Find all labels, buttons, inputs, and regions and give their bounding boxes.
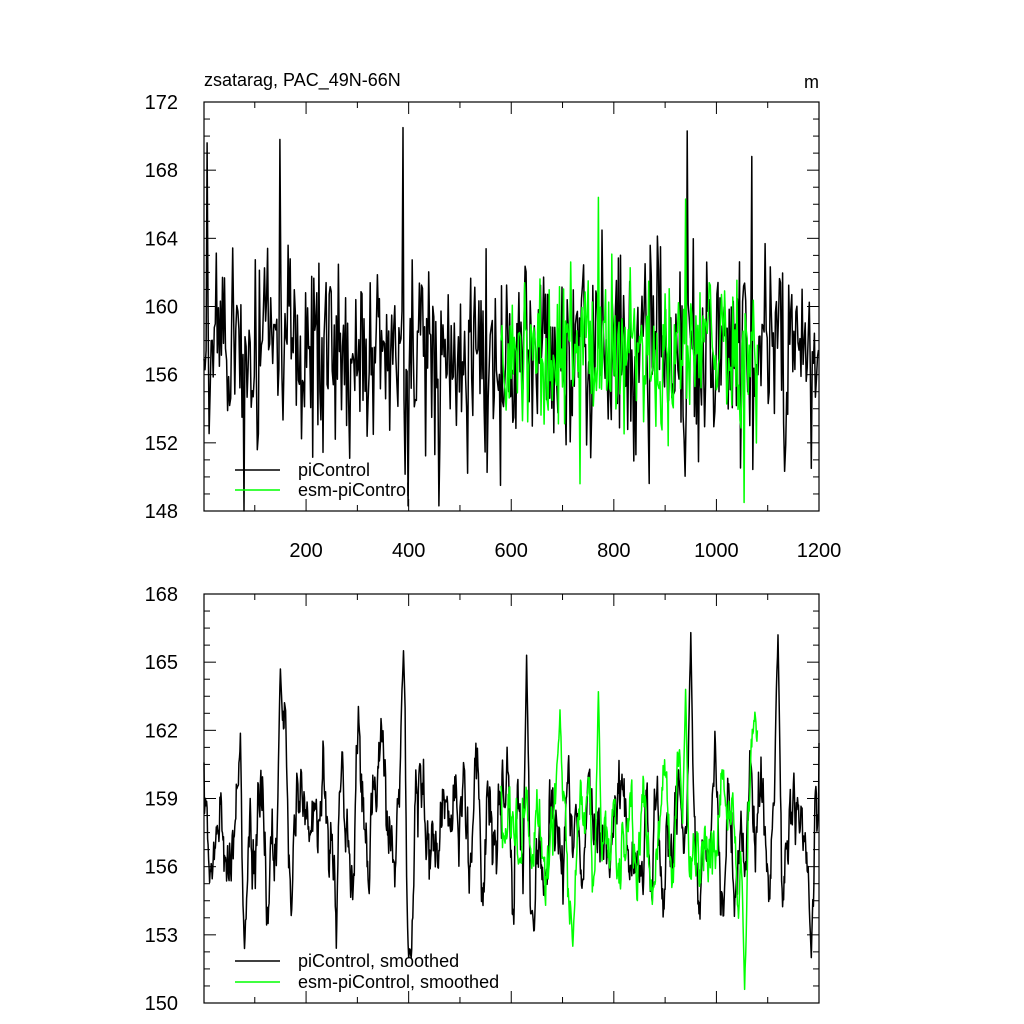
top-y-tick-label: 156 [145,365,178,387]
bottom-series-esm-picontrol-smoothed [500,688,759,991]
bottom-legend: piControl, smoothed esm-piControl, smoot… [235,951,499,992]
top-y-tick-label: 168 [145,160,178,182]
bottom-y-tick-label: 159 [145,789,178,811]
top-panel: 148 152 156 160 164 168 172 200 400 600 800 1000 120… [145,92,842,562]
bottom-panel: 150 153 156 159 162 165 168 piControl, smoothe… [145,584,820,1015]
top-y-tick-label: 172 [145,92,178,114]
top-legend: piControl esm-piControl [235,460,410,500]
chart-title: zsatarag, PAC_49N-66N [204,70,401,91]
top-x-tick-label: 600 [495,540,528,562]
bottom-y-tick-label: 150 [145,993,178,1015]
top-y-tick-label: 152 [145,433,178,455]
top-x-tick-label: 200 [289,540,322,562]
top-y-tick-label: 164 [145,228,178,250]
top-y-tick-label: 148 [145,501,178,523]
units-label: m [804,72,819,92]
top-x-tick-label: 400 [392,540,425,562]
top-y-tick-label: 160 [145,297,178,319]
top-x-tick-label: 800 [597,540,630,562]
bottom-series-picontrol-smoothed [203,631,820,959]
bottom-y-tick-label: 168 [145,584,178,606]
top-x-tick-label: 1000 [694,540,739,562]
bottom-y-tick-label: 153 [145,925,178,947]
bottom-y-tick-label: 162 [145,720,178,742]
top-series-esm-picontrol [500,196,759,504]
bottom-y-tick-label: 156 [145,857,178,879]
top-series-picontrol [203,126,820,512]
legend-label-esm-picontrol: esm-piControl [298,480,410,500]
legend-label-picontrol-smoothed: piControl, smoothed [298,951,459,971]
bottom-y-tick-label: 165 [145,652,178,674]
top-x-tick-label: 1200 [797,540,842,562]
top-plot-frame [203,101,820,512]
legend-label-esm-picontrol-smoothed: esm-piControl, smoothed [298,972,499,992]
legend-label-picontrol: piControl [298,460,370,480]
